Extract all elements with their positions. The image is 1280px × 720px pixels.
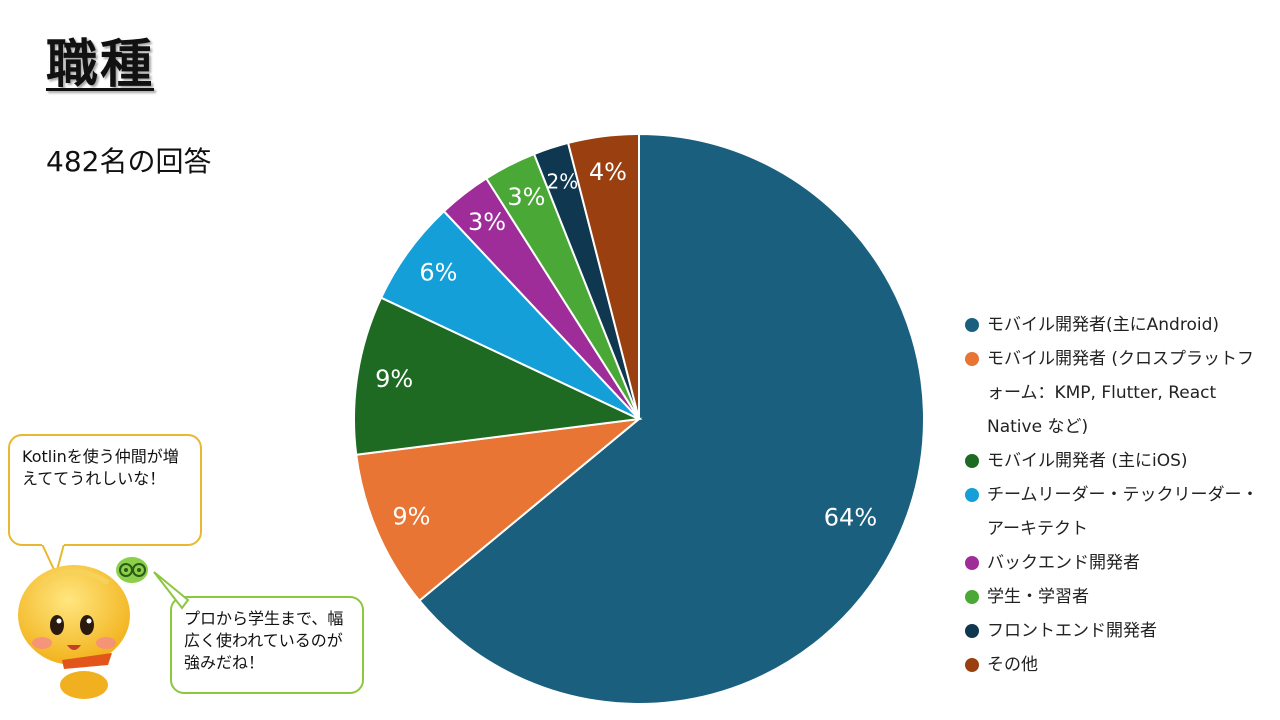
legend-item: フロントエンド開発者: [965, 614, 1265, 648]
mascot-character-icon: [18, 565, 130, 699]
legend-label: 学生・学習者: [987, 587, 1089, 607]
legend-label: その他: [987, 655, 1038, 675]
page-title: 職種: [46, 35, 155, 95]
legend-marker: [965, 556, 979, 570]
chart-legend: モバイル開発者(主にAndroid) モバイル開発者 (クロスプラットフォーム：K…: [965, 308, 1265, 682]
legend-item: モバイル開発者 (主にiOS): [965, 444, 1265, 478]
legend-label: フロントエンド開発者: [987, 621, 1157, 641]
green-sidekick-icon: [116, 557, 148, 583]
slice-data-label: 64%: [824, 504, 877, 532]
speech-bubble-second-tail: [153, 571, 190, 610]
slice-data-label: 9%: [392, 502, 430, 530]
slice-data-label: 2%: [547, 170, 579, 194]
slice-data-label: 3%: [507, 183, 545, 211]
legend-marker: [965, 624, 979, 638]
legend-item: モバイル開発者 (クロスプラットフォーム：KMP, Flutter, React…: [965, 342, 1265, 444]
pie-slice: [355, 417, 643, 603]
speech-bubble-first: Kotlinを使う仲間が増えててうれしいな！: [8, 434, 202, 546]
legend-marker: [965, 658, 979, 672]
legend-label: モバイル開発者 (主にiOS): [987, 451, 1188, 471]
pie-slice: [353, 296, 643, 456]
slice-data-label: 6%: [419, 258, 457, 286]
legend-label: バックエンド開発者: [987, 553, 1140, 573]
response-count: 482名の回答: [46, 145, 212, 178]
legend-item: その他: [965, 648, 1265, 682]
speech-bubble-second-text: プロから学生まで、幅広く使われているのが強みだね！: [184, 609, 344, 672]
speech-bubble-second: プロから学生まで、幅広く使われているのが強みだね！: [170, 596, 364, 694]
legend-marker: [965, 352, 979, 366]
pie-slice: [566, 132, 640, 420]
legend-item: モバイル開発者(主にAndroid): [965, 308, 1265, 342]
legend-item: バックエンド開発者: [965, 546, 1265, 580]
legend-marker: [965, 488, 979, 502]
legend-label: モバイル開発者 (クロスプラットフォーム：KMP, Flutter, React…: [987, 349, 1255, 437]
legend-marker: [965, 454, 979, 468]
legend-item: 学生・学習者: [965, 580, 1265, 614]
pie-slice: [417, 132, 925, 705]
legend-label: モバイル開発者(主にAndroid): [987, 315, 1219, 335]
slice-data-label: 9%: [375, 365, 413, 393]
legend-marker: [965, 590, 979, 604]
slice-data-label: 3%: [468, 208, 506, 236]
legend-label: チームリーダー・テックリーダー・アーキテクト: [987, 485, 1259, 539]
slice-data-label: 4%: [589, 158, 627, 186]
legend-item: チームリーダー・テックリーダー・アーキテクト: [965, 478, 1265, 546]
legend-marker: [965, 318, 979, 332]
speech-bubble-first-text: Kotlinを使う仲間が増えててうれしいな！: [22, 447, 179, 488]
speech-bubble-first-tail: [40, 544, 66, 577]
